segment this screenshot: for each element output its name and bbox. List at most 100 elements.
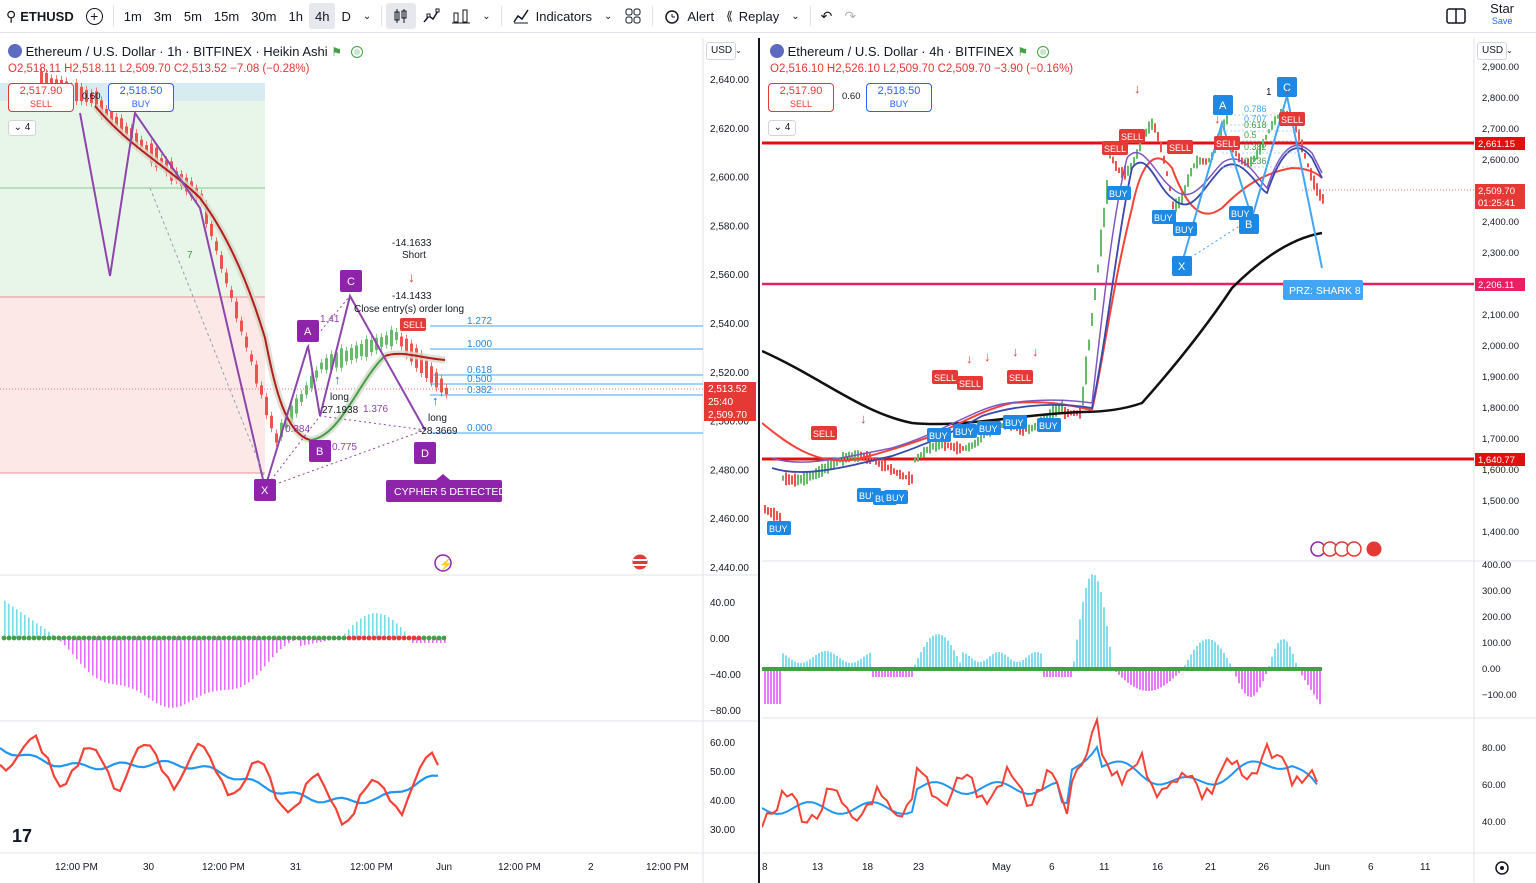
interval-d[interactable]: D	[335, 0, 356, 33]
indicators-dropdown[interactable]: ⌄	[598, 0, 618, 33]
osc-bar	[224, 638, 226, 691]
currency-selector[interactable]: USD ⌄	[1477, 42, 1513, 60]
chart-type-line[interactable]	[416, 0, 446, 33]
osc-bar	[1226, 657, 1228, 669]
osc-bar	[444, 638, 446, 643]
event-icons[interactable]	[1310, 540, 1383, 558]
price-tag-bg	[704, 408, 756, 421]
interval-4h[interactable]: 4h	[308, 3, 336, 29]
price-axis[interactable]	[703, 38, 760, 883]
candles-icon	[394, 9, 407, 23]
us-flag-icon[interactable]	[1365, 540, 1383, 558]
osc-zero-dot	[216, 635, 222, 641]
osc-bar	[432, 638, 434, 643]
candle-body	[965, 445, 967, 451]
osc-zero-dot	[226, 635, 232, 641]
chart-type-bars[interactable]	[446, 0, 476, 33]
osc-bar	[148, 638, 150, 699]
pattern-point-label: A	[1219, 100, 1227, 112]
chart-type-candles[interactable]	[386, 3, 417, 29]
event-icon[interactable]	[1346, 541, 1362, 557]
osc-bar	[1145, 669, 1147, 691]
star-save-button[interactable]: Star Save	[1490, 2, 1514, 27]
event-icon[interactable]	[434, 554, 452, 572]
candle-body	[905, 475, 907, 480]
buy-signal-label: BUY	[1109, 189, 1128, 199]
price-axis-label: 2,480.00	[710, 465, 749, 476]
chevron-down-icon: ⌄	[791, 10, 800, 22]
currency-selector[interactable]: USD ⌄	[706, 42, 742, 60]
layouts-button[interactable]	[618, 0, 648, 33]
interval-30m[interactable]: 30m	[245, 0, 282, 33]
interval-label: 5m	[183, 8, 202, 24]
osc-bar	[280, 638, 282, 650]
interval-5m[interactable]: 5m	[178, 0, 208, 33]
us-flag-icon[interactable]	[631, 553, 649, 571]
candle-body	[1124, 165, 1126, 180]
cypher-ratio-lines	[264, 415, 426, 489]
candle-body	[1085, 356, 1087, 385]
price-axis-label: 1,900.00	[1482, 372, 1519, 383]
redo-button[interactable]: ↷	[838, 0, 862, 33]
candle-body	[785, 472, 787, 486]
alert-button[interactable]: Alert	[657, 0, 720, 33]
osc-bar	[767, 669, 769, 704]
interval-1m[interactable]: 1m	[118, 0, 148, 33]
osc-bar	[1142, 669, 1144, 691]
osc-zero-dot	[126, 635, 132, 641]
symbol-search[interactable]: ⚲ ETHUSD	[0, 0, 80, 33]
buy-button[interactable]: 2,518.50 BUY	[108, 83, 174, 112]
osc-bar	[1259, 669, 1261, 688]
short-arrow-icon: ↓	[408, 269, 415, 285]
candle-body	[1160, 142, 1162, 153]
osc-zero-dot	[196, 635, 202, 641]
sell-arrow-icon: ↓	[1012, 344, 1019, 359]
replay-button[interactable]: ⟪ Replay	[720, 0, 785, 33]
pattern-point-bg	[414, 442, 436, 464]
osc-bar	[974, 660, 976, 669]
candle-body	[1184, 185, 1186, 194]
left-chart-panel[interactable]: 1.272 1.000 0.618 0.500 0.382 0.000 X A B C D 1.4…	[0, 38, 760, 883]
compare-button[interactable]: +	[80, 0, 109, 33]
seven-label: 7	[187, 250, 193, 261]
candle-body	[1031, 424, 1033, 432]
osc-bar	[875, 669, 877, 677]
collapse-indicators-button[interactable]: ⌄ 4	[768, 120, 796, 136]
replay-dropdown[interactable]: ⌄	[785, 0, 805, 33]
layout-toggle-button[interactable]	[1440, 0, 1472, 33]
undo-button[interactable]: ↶	[815, 0, 839, 33]
sell-button[interactable]: 2,517.90 SELL	[768, 83, 834, 112]
osc-bar	[956, 656, 958, 669]
candle-body	[1121, 167, 1123, 179]
candle-body	[320, 362, 323, 370]
buy-button[interactable]: 2,518.50 BUY	[866, 83, 932, 112]
indicators-button[interactable]: Indicators	[506, 0, 598, 33]
interval-dropdown[interactable]: ⌄	[357, 0, 377, 33]
osc-bar	[1148, 669, 1150, 691]
osc-bar	[866, 654, 868, 669]
chart-type-dropdown[interactable]: ⌄	[476, 0, 496, 33]
sell-button[interactable]: 2,517.90 SELL	[8, 83, 74, 112]
indicator-count: 4	[24, 122, 31, 133]
sell-price: 2,517.90	[779, 85, 823, 97]
candle-body	[205, 204, 208, 224]
osc-bar	[384, 615, 386, 638]
time-axis[interactable]: 12:00 PM 30 12:00 PM 31 12:00 PM Jun 12:00 PM 2…	[55, 862, 689, 873]
osc-bar	[1049, 669, 1051, 677]
osc-bar	[794, 661, 796, 669]
settings-gear-icon[interactable]	[1495, 861, 1509, 875]
collapse-indicators-button[interactable]: ⌄ 4	[8, 120, 36, 136]
interval-15m[interactable]: 15m	[208, 0, 245, 33]
interval-1h[interactable]: 1h	[283, 0, 309, 33]
time-axis[interactable]: 8 13 18 23 May 6 11 16 21 26 Jun 6 11	[762, 862, 1431, 873]
ma-line-red-2	[384, 352, 446, 361]
fib-label: 1.000	[467, 339, 492, 350]
ethereum-logo-icon	[770, 44, 784, 58]
candle-body	[1052, 405, 1054, 419]
chevron-down-icon: ⌄	[773, 122, 783, 133]
interval-3m[interactable]: 3m	[148, 0, 178, 33]
